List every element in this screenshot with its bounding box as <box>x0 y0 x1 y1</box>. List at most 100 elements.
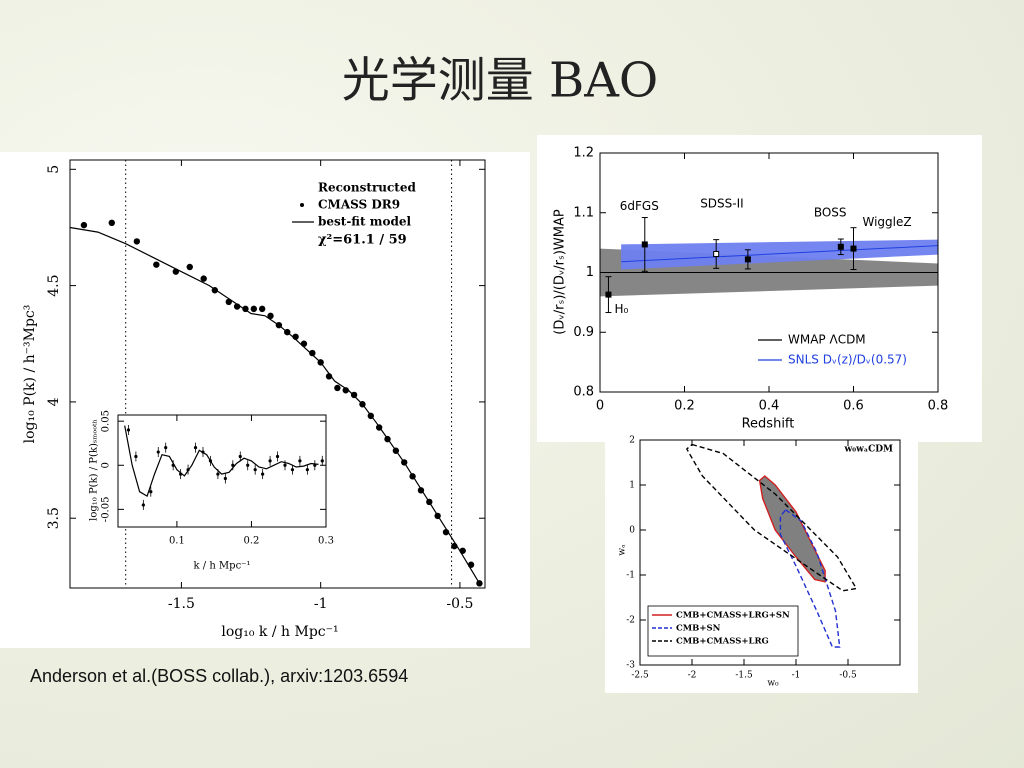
legend-label: CMB+SN <box>676 624 721 634</box>
x-tick-label: -1.5 <box>168 596 195 612</box>
inset-background <box>118 415 326 527</box>
data-point <box>108 219 115 227</box>
data-point <box>238 454 242 459</box>
legend-title: Reconstructed <box>318 181 416 195</box>
data-point <box>290 468 295 472</box>
x-axis-label: log₁₀ k / h Mpc⁻¹ <box>221 624 338 640</box>
y-tick-label: -0.05 <box>101 497 112 523</box>
y-tick-label: -2 <box>626 616 635 626</box>
contour <box>758 475 826 583</box>
y-axis-label: (Dᵥ/rₛ)/(Dᵥ/rₛ)WMAP <box>553 209 568 335</box>
data-point <box>298 459 302 463</box>
y-tick-label: 0 <box>101 462 112 468</box>
data-point <box>141 503 145 507</box>
panel <box>0 152 530 648</box>
data-point <box>305 468 309 472</box>
y-axis-label: wₐ <box>618 544 628 556</box>
x-tick-label: 0.6 <box>843 399 864 414</box>
y-tick-label: 4 <box>46 397 62 406</box>
legend-label: SNLS Dᵥ(z)/Dᵥ(0.57) <box>788 353 907 367</box>
data-point <box>164 446 168 450</box>
axes-frame <box>117 414 327 528</box>
data-point <box>850 245 857 252</box>
data-point <box>261 472 265 476</box>
data-point <box>80 221 88 229</box>
data-point <box>837 243 844 250</box>
data-point <box>350 391 358 399</box>
legend-swatch <box>300 203 304 207</box>
x-tick-label: -0.5 <box>839 671 857 681</box>
data-point <box>476 580 483 587</box>
y-tick-label: 1.2 <box>573 146 594 161</box>
data-point <box>216 472 220 476</box>
slide-title: 光学测量 BAO <box>342 53 659 109</box>
data-point <box>744 256 751 263</box>
data-point <box>246 463 250 467</box>
data-point <box>641 241 648 248</box>
panel <box>605 432 918 693</box>
x-axis-label: k / h Mpc⁻¹ <box>194 561 251 572</box>
y-tick-label: 5 <box>46 165 62 174</box>
data-point <box>283 463 287 467</box>
model-line <box>621 245 939 263</box>
y-axis-label: log₁₀ P(k) / h⁻³Mpc³ <box>22 305 38 444</box>
data-point <box>334 384 341 392</box>
data-point <box>342 387 349 394</box>
data-point <box>156 450 160 454</box>
x-tick-label: 0.2 <box>674 399 695 414</box>
y-tick-label: 2 <box>629 436 635 446</box>
data-point <box>186 263 193 271</box>
axes-frame <box>69 159 486 589</box>
data-point <box>713 250 720 257</box>
data-point <box>193 446 198 450</box>
data-point <box>250 305 258 313</box>
legend-label: best-fit model <box>318 215 411 229</box>
x-tick-label: -0.5 <box>446 596 473 612</box>
data-point <box>309 349 316 357</box>
x-tick-label: 0.1 <box>169 536 185 547</box>
y-tick-label: -3 <box>626 661 635 671</box>
y-tick-label: 0 <box>629 526 635 536</box>
y-tick-label: 1 <box>586 265 594 280</box>
model-line <box>69 226 480 584</box>
contour <box>779 508 841 648</box>
legend-label: CMB+CMASS+LRG <box>676 637 769 647</box>
caption: Anderson et al.(BOSS collab.), arxiv:120… <box>30 666 408 686</box>
y-tick-label: 1.1 <box>573 205 594 220</box>
point-label: 6dFGS <box>620 199 659 213</box>
data-point <box>126 428 131 432</box>
point-label: WiggleZ <box>863 215 912 229</box>
x-tick-label: -1 <box>792 671 801 681</box>
y-tick-label: 3.5 <box>46 507 62 529</box>
x-axis-label: w₀ <box>767 679 779 689</box>
data-point <box>258 305 266 313</box>
point-label: SDSS-II <box>700 196 744 210</box>
point-label: BOSS <box>814 205 847 219</box>
x-tick-label: -1.5 <box>735 671 753 681</box>
y-tick-label: 0.9 <box>573 325 594 340</box>
data-point <box>223 476 227 481</box>
annotation: w₀wₐCDM <box>843 445 893 455</box>
data-point <box>153 261 160 268</box>
x-tick-label: 0.3 <box>318 536 334 547</box>
data-point <box>605 291 612 298</box>
x-tick-label: -1 <box>314 596 328 612</box>
model-line <box>124 425 319 497</box>
y-tick-label: 1 <box>629 481 635 491</box>
y-tick-label: -1 <box>626 571 635 581</box>
data-point <box>149 490 153 494</box>
data-point <box>267 312 274 320</box>
x-tick-label: -2.5 <box>631 671 649 681</box>
y-tick-label: 0.05 <box>101 410 112 432</box>
data-point <box>268 459 272 463</box>
x-tick-label: 0.8 <box>928 399 949 414</box>
data-point <box>320 459 324 463</box>
legend-box <box>647 605 799 657</box>
annotation: χ²=61.1 / 59 <box>318 233 407 248</box>
data-point <box>200 275 207 282</box>
x-axis-label: Redshift <box>742 417 795 432</box>
axes-frame <box>639 439 901 666</box>
legend-label: WMAP ΛCDM <box>788 333 866 347</box>
